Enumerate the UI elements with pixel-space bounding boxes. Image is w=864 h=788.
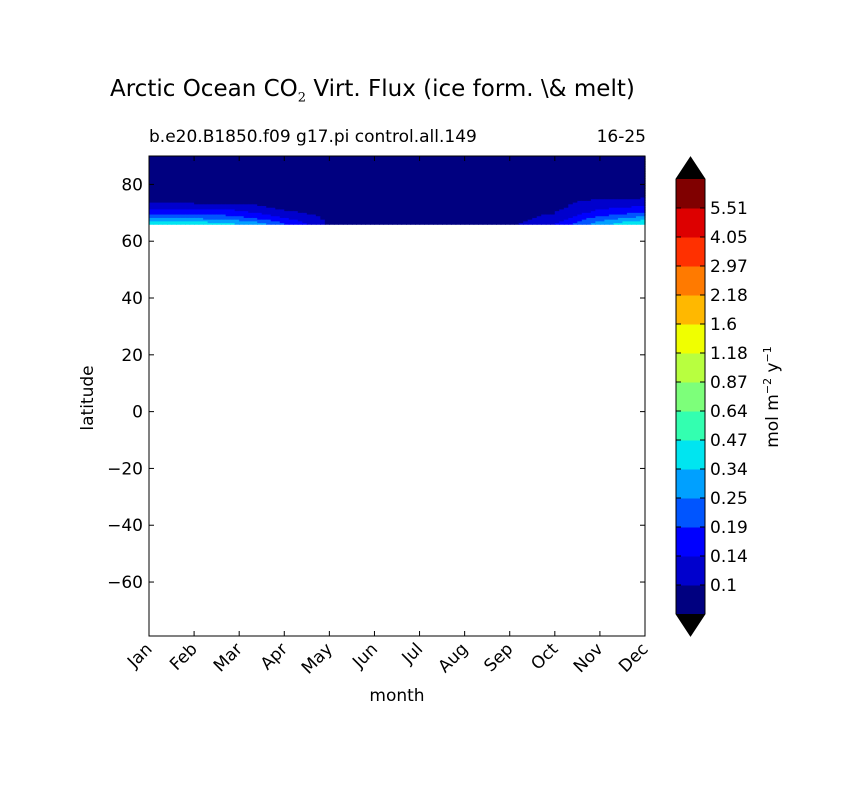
colorbar: 0.1 0.14 0.19 0.25 0.34 0.47 0.64 0.87 1.18 1.6 2.… xyxy=(676,157,748,636)
colorbar-tick-label: 5.51 xyxy=(710,199,748,219)
y-tick-label: 40 xyxy=(121,289,143,309)
colorbar-tick-label: 1.18 xyxy=(710,344,748,364)
x-tick-label: Sep xyxy=(480,639,517,676)
colorbar-extend-max xyxy=(676,157,705,179)
x-tick-label: Aug xyxy=(435,639,473,677)
x-tick-label: May xyxy=(298,639,337,678)
colorbar-band xyxy=(676,237,705,267)
colorbar-band xyxy=(676,295,705,325)
colorbar-tick-label: 0.1 xyxy=(710,576,737,596)
colorbar-band xyxy=(676,411,705,441)
colorbar-band xyxy=(676,556,705,586)
x-tick-label: Oct xyxy=(527,639,562,674)
colorbar-band xyxy=(676,440,705,470)
plot-axes: 80 60 40 20 0 −20 −40 −60 Jan Feb Mar Apr May Jun Jul A… xyxy=(107,156,652,678)
y-tick-label: −60 xyxy=(107,573,143,593)
colorbar-extend-min xyxy=(676,614,705,636)
x-tick-label: Nov xyxy=(570,639,608,677)
x-tick-label: Feb xyxy=(166,639,201,674)
y-tick-label: −40 xyxy=(107,516,143,536)
y-tick-label: −20 xyxy=(107,459,143,479)
colorbar-tick-label: 4.05 xyxy=(710,228,748,248)
x-tick-label: Jul xyxy=(398,639,427,668)
colorbar-band xyxy=(676,266,705,296)
colorbar-band xyxy=(676,469,705,499)
colorbar-tick-label: 2.97 xyxy=(710,257,748,277)
colorbar-tick-label: 0.47 xyxy=(710,431,748,451)
x-tick-label: Jan xyxy=(123,639,156,672)
colorbar-tick-label: 0.34 xyxy=(710,460,748,480)
colorbar-band xyxy=(676,585,705,615)
colorbar-band xyxy=(676,382,705,412)
colorbar-band xyxy=(676,179,705,209)
y-tick-label: 60 xyxy=(121,232,143,252)
colorbar-band xyxy=(676,324,705,354)
y-tick-label: 80 xyxy=(121,175,143,195)
y-tick-label: 20 xyxy=(121,346,143,366)
y-tick-label: 0 xyxy=(132,403,143,423)
colorbar-tick-label: 1.6 xyxy=(710,315,737,335)
colorbar-tick-label: 2.18 xyxy=(710,286,748,306)
contour-field xyxy=(149,156,646,225)
colorbar-tick-label: 0.87 xyxy=(710,373,748,393)
colorbar-tick-label: 0.64 xyxy=(710,402,748,422)
colorbar-tick-label: 0.25 xyxy=(710,489,748,509)
colorbar-band xyxy=(676,208,705,238)
colorbar-band xyxy=(676,527,705,557)
x-tick-label: Jun xyxy=(348,639,382,673)
colorbar-tick-label: 0.19 xyxy=(710,518,748,538)
colorbar-tick-label: 0.14 xyxy=(710,547,748,567)
x-tick-label: Mar xyxy=(210,639,247,676)
colorbar-band xyxy=(676,353,705,383)
plot-frame xyxy=(149,156,645,636)
colorbar-band xyxy=(676,498,705,528)
x-tick-label: Dec xyxy=(615,639,652,676)
x-tick-label: Apr xyxy=(257,639,292,674)
